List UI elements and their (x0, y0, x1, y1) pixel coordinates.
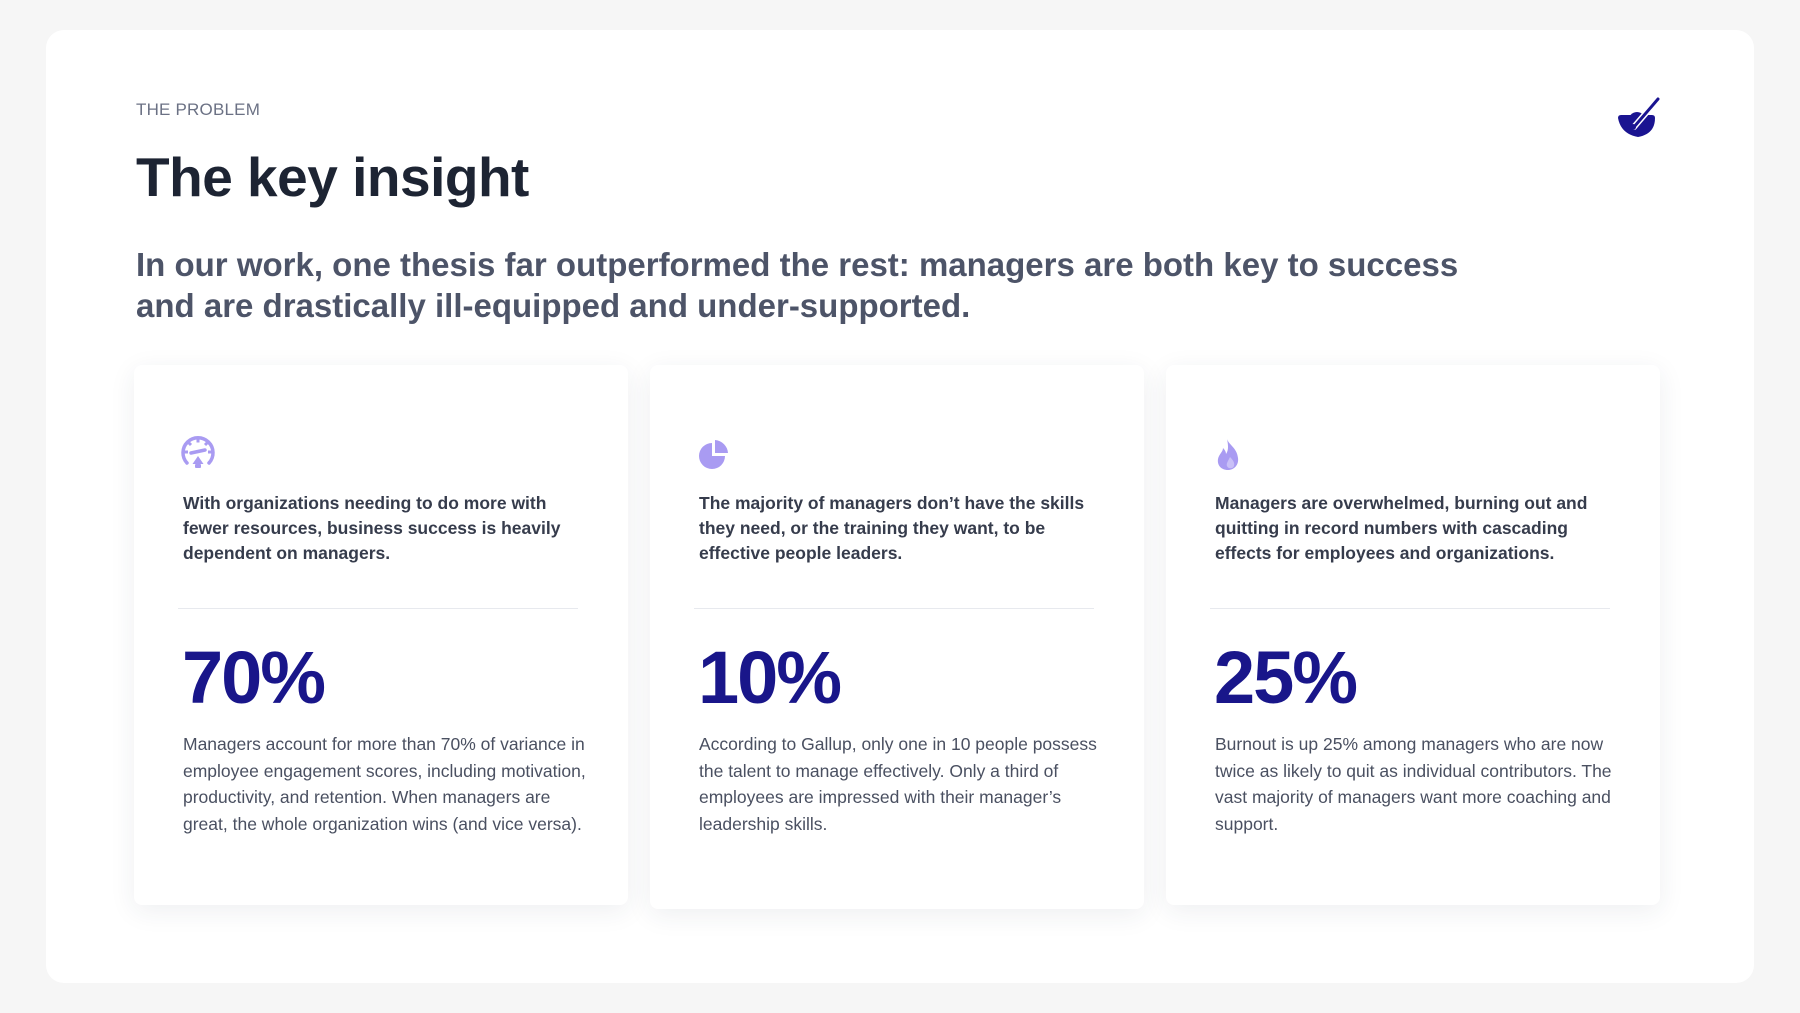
stat-value: 10% (698, 636, 842, 719)
card-divider (1210, 608, 1610, 609)
section-label: THE PROBLEM (136, 100, 261, 119)
insight-card: With organizations needing to do more wi… (134, 365, 628, 905)
page-title: The key insight (136, 146, 529, 208)
card-headline: With organizations needing to do more wi… (183, 493, 561, 563)
insight-card: Managers are overwhelmed, burning out an… (1166, 365, 1660, 905)
card-headline: Managers are overwhelmed, burning out an… (1215, 493, 1588, 563)
insight-cards: With organizations needing to do more wi… (134, 365, 1664, 911)
card-body: According to Gallup, only one in 10 peop… (699, 734, 1097, 834)
card-body: Managers account for more than 70% of va… (183, 734, 586, 834)
slide: THE PROBLEM The key insight In our work,… (46, 30, 1754, 983)
pie-chart-icon (699, 440, 728, 469)
card-headline: The majority of managers don’t have the … (699, 493, 1085, 563)
gauge-icon (181, 436, 215, 468)
stat-value: 70% (182, 636, 326, 719)
card-divider (694, 608, 1094, 609)
insight-card: The majority of managers don’t have the … (650, 365, 1144, 909)
card-divider (178, 608, 578, 609)
stat-value: 25% (1214, 636, 1358, 719)
thesis-statement: In our work, one thesis far outperformed… (136, 246, 1459, 324)
paintbrush-in-bowl-icon (1618, 96, 1661, 137)
card-body: Burnout is up 25% among managers who are… (1215, 734, 1612, 834)
flame-icon (1217, 439, 1239, 470)
